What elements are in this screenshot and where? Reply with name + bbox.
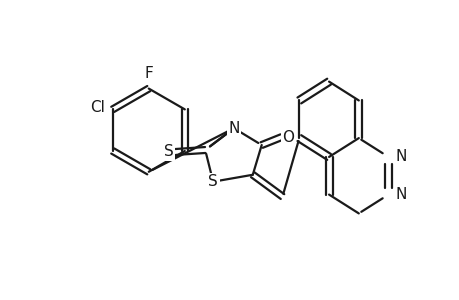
Text: F: F xyxy=(144,66,153,81)
Text: S: S xyxy=(208,174,218,189)
Text: N: N xyxy=(395,149,406,164)
Text: O: O xyxy=(282,130,294,145)
Text: S: S xyxy=(163,145,173,160)
Text: Cl: Cl xyxy=(90,100,105,115)
Text: N: N xyxy=(395,187,406,202)
Text: N: N xyxy=(228,121,239,136)
